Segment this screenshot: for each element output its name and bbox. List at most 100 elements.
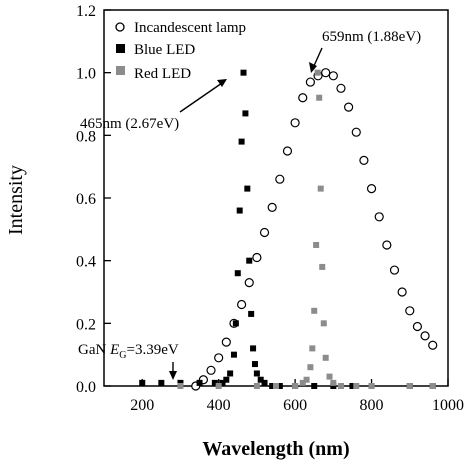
data-point xyxy=(412,321,423,332)
data-point xyxy=(311,307,318,314)
data-point xyxy=(337,383,344,389)
y-tick-label: 0.8 xyxy=(76,128,96,145)
legend-label-incandescent: Incandescent lamp xyxy=(134,20,246,36)
y-tick-label: 0.6 xyxy=(76,191,96,208)
annotation-blue-peak: 465nm (2.67eV) xyxy=(80,79,227,132)
data-point xyxy=(336,83,346,93)
data-point xyxy=(223,376,230,383)
legend-label-blue-led: Blue LED xyxy=(134,42,195,58)
data-point xyxy=(428,340,438,350)
data-point xyxy=(351,127,361,137)
x-tick-label: 600 xyxy=(283,397,307,414)
data-point xyxy=(240,69,247,76)
series-red-led xyxy=(177,69,436,389)
annotation-gan-symbol: E xyxy=(109,342,119,358)
annotation-gan-suffix: =3.39eV xyxy=(126,342,178,358)
annotation-gan-prefix: GaN xyxy=(78,342,110,358)
data-point xyxy=(214,353,224,363)
legend-marker-blue-led xyxy=(116,44,125,53)
data-point xyxy=(242,110,249,117)
data-point xyxy=(313,242,320,248)
data-point xyxy=(298,93,308,103)
data-point xyxy=(322,354,329,361)
data-point xyxy=(328,71,338,81)
data-point xyxy=(227,370,234,377)
data-point xyxy=(177,383,184,389)
annotation-text-red-peak: 659nm (1.88eV) xyxy=(322,29,421,45)
data-point xyxy=(219,379,226,386)
data-point xyxy=(330,383,337,389)
annotation-text-gan: GaN EG=3.39eV xyxy=(78,342,179,361)
annotation-arrow-red-peak xyxy=(312,47,323,69)
data-point xyxy=(389,265,400,275)
x-tick-label: 800 xyxy=(360,397,384,414)
data-point xyxy=(314,69,321,76)
data-point xyxy=(139,379,146,386)
data-point xyxy=(309,345,316,352)
annotation-arrowhead-red-peak xyxy=(309,62,317,73)
data-point xyxy=(250,345,257,352)
data-point xyxy=(353,383,360,389)
data-point xyxy=(230,351,237,358)
y-tick-label: 0.4 xyxy=(76,254,96,271)
data-point xyxy=(232,320,239,327)
data-point xyxy=(406,383,413,389)
x-tick-label: 1000 xyxy=(432,397,464,414)
annotation-arrow-blue-peak xyxy=(179,82,223,113)
series-layer xyxy=(139,68,438,391)
data-point xyxy=(215,383,222,389)
annotation-text-blue-peak: 465nm (2.67eV) xyxy=(80,116,179,132)
legend-marker-red-led xyxy=(116,66,125,75)
data-point xyxy=(311,383,318,389)
y-tick-label: 0.0 xyxy=(76,379,96,396)
x-tick-label: 200 xyxy=(130,397,154,414)
data-point xyxy=(196,379,203,386)
legend-label-red-led: Red LED xyxy=(134,66,191,82)
annotation-red-peak: 659nm (1.88eV) xyxy=(309,29,421,73)
y-tick-label: 1.0 xyxy=(76,66,96,83)
data-point xyxy=(276,383,283,389)
data-point xyxy=(382,240,392,250)
data-point xyxy=(248,310,255,317)
data-point xyxy=(326,373,333,380)
data-point xyxy=(320,320,327,327)
data-point xyxy=(244,185,251,192)
data-point xyxy=(246,257,253,264)
data-point xyxy=(234,270,241,277)
data-point xyxy=(316,94,323,101)
y-tick-label: 0.2 xyxy=(76,316,96,333)
data-point xyxy=(237,299,247,310)
legend-marker-incandescent xyxy=(115,22,125,32)
data-point xyxy=(303,376,310,383)
data-point xyxy=(282,146,293,156)
data-point xyxy=(158,379,165,386)
data-point xyxy=(221,337,231,347)
data-point xyxy=(359,155,369,165)
data-point xyxy=(253,383,260,389)
data-point xyxy=(275,174,285,184)
annotation-gan: GaN EG=3.39eV xyxy=(78,342,179,380)
data-point xyxy=(211,379,218,386)
data-point xyxy=(269,383,276,389)
x-tick-label: 400 xyxy=(207,397,231,414)
data-point xyxy=(261,379,268,386)
data-point xyxy=(244,278,254,288)
data-point xyxy=(292,383,299,389)
series-blue-led xyxy=(139,69,436,389)
annotation-gan-subscript: G xyxy=(119,350,126,361)
data-point xyxy=(397,287,407,297)
data-point xyxy=(252,252,262,263)
data-point xyxy=(368,383,375,389)
annotation-arrowhead-gan xyxy=(169,371,177,380)
y-axis-label: Intensity xyxy=(5,165,27,235)
legend: Incandescent lamp Blue LED Red LED xyxy=(115,20,246,82)
data-point xyxy=(267,202,277,212)
data-point xyxy=(253,370,260,377)
series-incandescent-lamp xyxy=(191,68,438,391)
y-tick-label: 1.2 xyxy=(76,3,96,20)
data-point xyxy=(344,102,354,112)
data-point xyxy=(257,376,264,383)
data-point xyxy=(429,383,436,389)
data-point xyxy=(405,306,415,316)
